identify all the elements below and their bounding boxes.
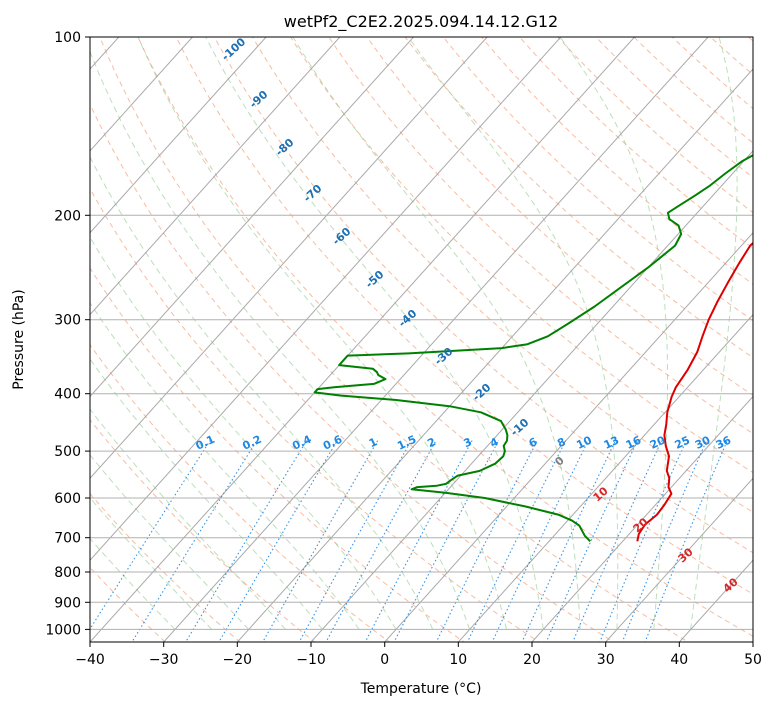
- x-tick-label: 10: [449, 652, 467, 668]
- sounding-line: [636, 241, 753, 542]
- dry-adiabat: [90, 187, 540, 642]
- x-tick-label: 50: [744, 652, 762, 668]
- y-tick-label: 1000: [45, 622, 81, 638]
- x-tick-label: 30: [597, 652, 615, 668]
- moist-adiabat: [90, 50, 471, 630]
- moist-adiabat: [90, 454, 249, 630]
- dry-adiabat: [595, 37, 753, 179]
- y-tick-label: 300: [54, 313, 81, 329]
- isotherm: [384, 231, 753, 642]
- isotherm: [90, 37, 636, 642]
- x-tick-label: 40: [670, 652, 688, 668]
- moist-adiabat: [559, 37, 668, 630]
- mixing-ratio-line: [185, 440, 308, 642]
- y-tick-label: 600: [54, 491, 81, 507]
- mixing-ratio-line: [491, 440, 589, 642]
- dry-adiabat: [213, 37, 753, 554]
- mixing-ratio-line: [545, 440, 638, 642]
- mixing-ratio-line: [298, 440, 412, 642]
- moist-adiabat: [90, 302, 360, 630]
- mixing-ratio-line: [325, 440, 437, 642]
- dry-adiabat: [633, 37, 753, 144]
- x-tick-label: −20: [223, 652, 253, 668]
- moist-adiabat: [90, 156, 434, 630]
- mixing-ratio-line: [466, 440, 567, 642]
- x-tick-label: 20: [523, 652, 541, 668]
- mixing-ratio-line: [621, 440, 708, 642]
- isotherm: [531, 395, 753, 642]
- y-tick-label: 400: [54, 387, 81, 403]
- isotherm: [605, 477, 753, 642]
- mixing-ratio-label: 13: [602, 434, 621, 452]
- moist-adiabat: [90, 408, 286, 630]
- x-tick-label: −10: [296, 652, 326, 668]
- dry-adiabat: [90, 103, 615, 642]
- moist-adiabat: [407, 37, 619, 630]
- mixing-ratio-label: 25: [673, 434, 692, 452]
- dry-adiabat: [442, 37, 753, 322]
- x-tick-label: 0: [380, 652, 389, 668]
- mixing-ratio-label: 10: [574, 433, 594, 451]
- isotherm: [457, 313, 753, 642]
- moist-adiabat: [137, 37, 507, 630]
- isotherm: [90, 37, 488, 480]
- isotherm: [310, 150, 753, 642]
- plot-area: [90, 37, 753, 642]
- mixing-ratio-label: 20: [648, 433, 668, 451]
- isotherm: [90, 37, 194, 152]
- y-tick-label: 100: [54, 30, 81, 46]
- sounding-line: [313, 154, 753, 543]
- mixing-ratio-line: [262, 440, 379, 642]
- moist-adiabat: [292, 37, 581, 630]
- mixing-ratio-line: [572, 440, 663, 642]
- y-tick-label: 800: [54, 565, 81, 581]
- mixing-ratio-label: 16: [624, 433, 644, 451]
- mixing-ratio-label: 36: [714, 433, 734, 451]
- dry-adiabat: [480, 37, 753, 285]
- isotherm: [90, 37, 415, 398]
- isotherm: [90, 37, 562, 561]
- y-tick-label: 200: [54, 208, 81, 224]
- y-tick-label: 500: [54, 444, 81, 460]
- dry-adiabat: [175, 37, 753, 595]
- isotherm: [236, 68, 753, 642]
- mixing-ratio-line: [521, 440, 616, 642]
- mixing-ratio-line: [131, 440, 258, 642]
- dry-adiabat: [366, 37, 753, 396]
- y-tick-label: 700: [54, 531, 81, 547]
- moist-adiabat: [90, 236, 397, 630]
- x-axis-title: Temperature (°C): [360, 681, 482, 697]
- mixing-ratio-line: [599, 440, 687, 642]
- y-axis-title: Pressure (hPa): [11, 289, 27, 389]
- chart-title: wetPf2_C2E2.2025.094.14.12.G12: [284, 12, 558, 32]
- y-tick-label: 900: [54, 595, 81, 611]
- isotherm: [90, 37, 267, 234]
- mixing-ratio-line: [364, 440, 473, 642]
- mixing-ratio-label: 30: [693, 433, 713, 451]
- plot-frame: [89, 36, 754, 643]
- dry-adiabat: [137, 37, 753, 637]
- isotherm: [90, 37, 341, 316]
- moist-adiabat: [690, 37, 738, 630]
- x-tick-label: −40: [75, 652, 105, 668]
- background-lines: [90, 37, 753, 642]
- isotherm: [163, 37, 709, 642]
- moist-adiabat: [205, 37, 544, 630]
- dry-adiabat: [404, 37, 753, 359]
- y-axis-ticks: 100 200 300 400 500 600 700 800 900 1000: [45, 30, 90, 638]
- x-axis-ticks: −40 −30 −20 −10 0 10 20 30 40 50: [75, 642, 762, 668]
- sounding-profiles: [313, 154, 753, 543]
- mixing-ratio-line: [218, 440, 338, 642]
- dry-adiabat: [90, 267, 465, 642]
- x-tick-label: −30: [149, 652, 179, 668]
